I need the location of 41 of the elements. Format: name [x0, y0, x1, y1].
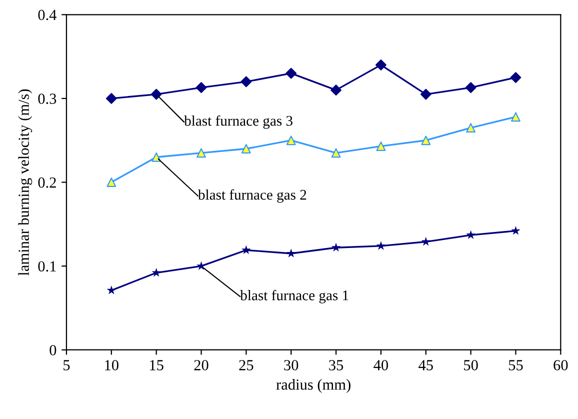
x-tick-label: 10 — [105, 360, 118, 370]
y-axis-title: laminar burning velocity (m/s) — [18, 89, 32, 276]
y-tick-label: 0.2 — [38, 177, 56, 188]
point — [106, 178, 116, 187]
x-tick-label: 50 — [464, 360, 478, 370]
text: blast furnace gas 2 — [198, 189, 306, 203]
x-tick-label: 35 — [329, 360, 344, 370]
point — [196, 148, 206, 158]
point — [286, 136, 296, 146]
y-tick-label: 0 — [50, 345, 56, 356]
x-tick-label: 25 — [239, 360, 254, 370]
x-axis-title: radius (mm) — [276, 379, 350, 393]
x-tick-label: 60 — [554, 360, 568, 370]
y-tick-label: 0.3 — [38, 94, 56, 104]
y-tick-label: 0.1 — [38, 261, 56, 272]
text: blast furnace gas 1 — [240, 290, 348, 304]
point — [466, 123, 476, 133]
series-label: blast furnace gas 3 — [184, 115, 292, 129]
point — [511, 226, 520, 235]
point — [152, 152, 162, 162]
point — [376, 142, 386, 151]
point — [511, 112, 520, 122]
y-tick-label: 0.4 — [38, 10, 57, 20]
x-tick-label: 55 — [508, 360, 523, 370]
x-tick-label: 30 — [284, 360, 298, 370]
point — [331, 242, 341, 252]
x-tick-label: 40 — [374, 360, 388, 370]
x-tick-label: 45 — [418, 360, 433, 370]
point — [466, 230, 476, 239]
point — [241, 144, 251, 154]
x-tick-label: 15 — [150, 360, 164, 370]
point — [286, 248, 296, 258]
x-tick-label: 20 — [194, 360, 208, 370]
x-tick-label: 5 — [64, 360, 70, 370]
point — [376, 241, 386, 250]
point — [106, 286, 116, 294]
point — [152, 268, 161, 277]
point — [421, 236, 431, 246]
point — [331, 148, 341, 158]
point — [421, 136, 431, 146]
point — [242, 245, 251, 254]
